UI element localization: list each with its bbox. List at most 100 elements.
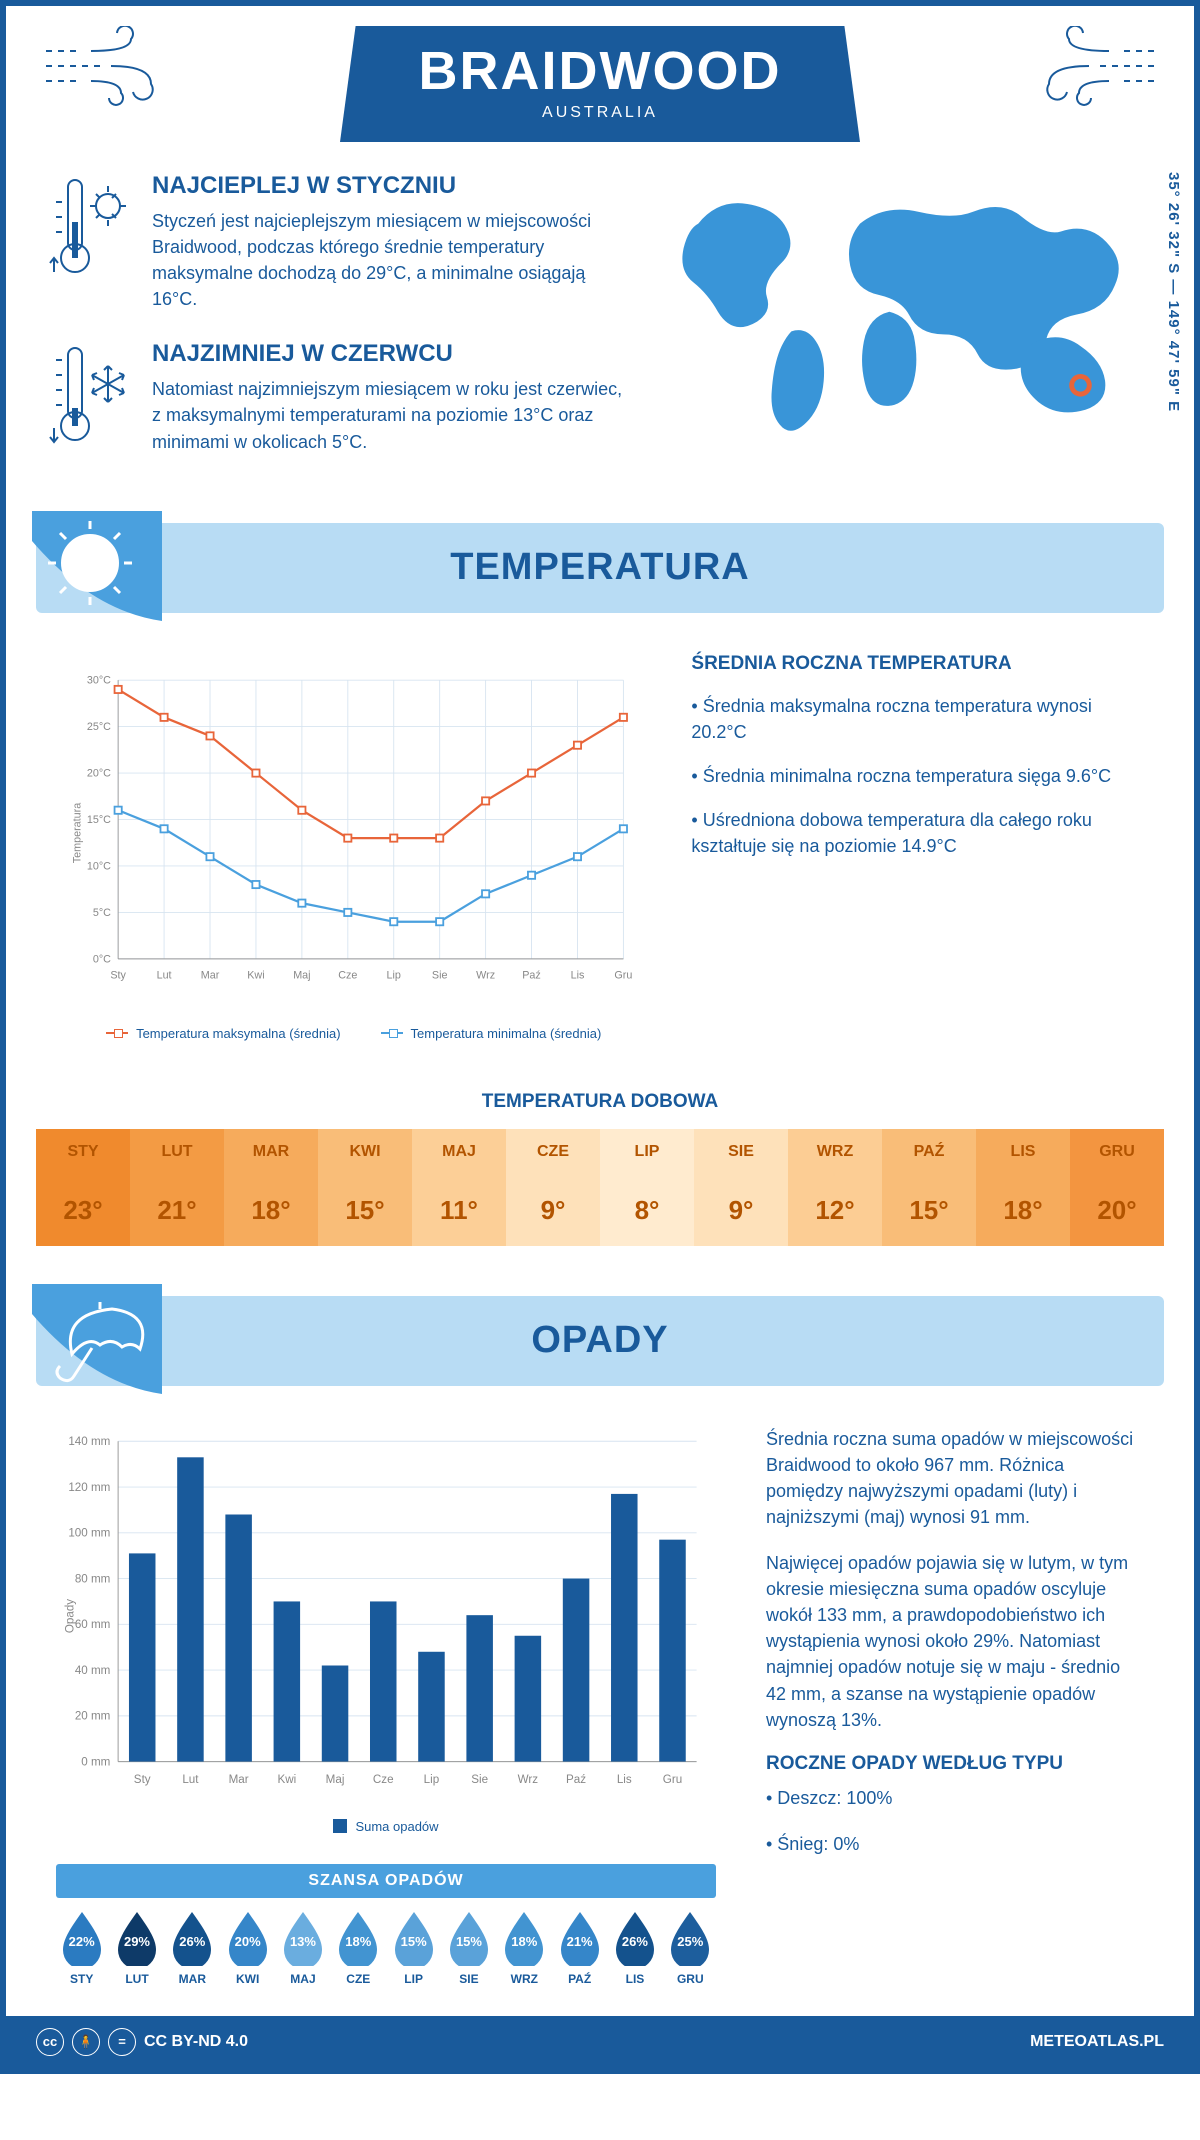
svg-text:0°C: 0°C (93, 953, 111, 965)
svg-text:0 mm: 0 mm (81, 1755, 110, 1768)
svg-text:20 mm: 20 mm (75, 1709, 111, 1722)
nd-icon: = (108, 2028, 136, 2056)
title-banner: BRAIDWOOD AUSTRALIA (340, 26, 860, 142)
svg-text:Gru: Gru (614, 969, 632, 981)
temperature-chart: 0°C5°C10°C15°C20°C25°C30°CStyLutMarKwiMa… (66, 653, 641, 1013)
daily-temp-col: SIE 9° (694, 1129, 788, 1246)
svg-text:Sty: Sty (134, 1773, 151, 1786)
rain-type-rain: • Deszcz: 100% (766, 1785, 1144, 1811)
svg-text:Sie: Sie (432, 969, 448, 981)
svg-text:Mar: Mar (201, 969, 220, 981)
daily-temp-col: MAJ 11° (412, 1129, 506, 1246)
svg-text:Sie: Sie (471, 1773, 488, 1786)
legend-max: Temperatura maksymalna (średnia) (136, 1026, 340, 1041)
by-icon: 🧍 (72, 2028, 100, 2056)
svg-text:Maj: Maj (326, 1773, 345, 1786)
daily-temp-col: GRU 20° (1070, 1129, 1164, 1246)
daily-temp-col: MAR 18° (224, 1129, 318, 1246)
rain-section-title: OPADY (36, 1319, 1164, 1362)
svg-text:10°C: 10°C (87, 860, 111, 872)
world-map (664, 172, 1154, 432)
svg-text:80 mm: 80 mm (75, 1572, 111, 1585)
rain-section-header: OPADY (36, 1296, 1164, 1386)
warmest-fact: NAJCIEPLEJ W STYCZNIU Styczeń jest najci… (46, 172, 634, 312)
daily-temp-col: LIS 18° (976, 1129, 1070, 1246)
svg-text:Paź: Paź (566, 1773, 586, 1786)
svg-text:Cze: Cze (338, 969, 357, 981)
chance-col: 18% CZE (333, 1910, 384, 1986)
svg-text:140 mm: 140 mm (68, 1435, 110, 1448)
license-text: CC BY-ND 4.0 (144, 2033, 248, 2051)
svg-text:Wrz: Wrz (518, 1773, 539, 1786)
sun-icon (32, 511, 162, 621)
coldest-fact: NAJZIMNIEJ W CZERWCU Natomiast najzimnie… (46, 340, 634, 454)
chance-col: 21% PAŹ (554, 1910, 605, 1986)
temp-section-header: TEMPERATURA (36, 523, 1164, 613)
svg-text:Kwi: Kwi (277, 1773, 296, 1786)
wind-icon-left (36, 26, 166, 106)
svg-text:Wrz: Wrz (476, 969, 495, 981)
thermometer-sun-icon (46, 172, 134, 282)
chance-col: 13% MAJ (277, 1910, 328, 1986)
daily-temp-col: PAŹ 15° (882, 1129, 976, 1246)
svg-text:30°C: 30°C (87, 674, 111, 686)
chance-col: 26% MAR (167, 1910, 218, 1986)
svg-text:Mar: Mar (229, 1773, 249, 1786)
daily-temp-table: STY 23°LUT 21°MAR 18°KWI 15°MAJ 11°CZE 9… (36, 1129, 1164, 1246)
svg-text:5°C: 5°C (93, 907, 111, 919)
rain-type-snow: • Śnieg: 0% (766, 1831, 1144, 1857)
temp-info-title: ŚREDNIA ROCZNA TEMPERATURA (691, 653, 1134, 675)
thermometer-snow-icon (46, 340, 134, 450)
warmest-text: Styczeń jest najcieplejszym miesiącem w … (152, 208, 634, 312)
svg-text:Gru: Gru (663, 1773, 682, 1786)
rain-chart: 0 mm 20 mm 40 mm 60 mm 80 mm 100 mm 120 mm 140 … (56, 1426, 716, 1806)
chance-col: 29% LUT (111, 1910, 162, 1986)
chance-col: 26% LIS (609, 1910, 660, 1986)
site-name: METEOATLAS.PL (1030, 2033, 1164, 2051)
svg-text:Lis: Lis (571, 969, 585, 981)
rain-chart-legend: Suma opadów (56, 1819, 716, 1834)
rain-info-p1: Średnia roczna suma opadów w miejscowośc… (766, 1426, 1144, 1530)
svg-text:Paź: Paź (522, 969, 541, 981)
chance-col: 20% KWI (222, 1910, 273, 1986)
rain-legend: Suma opadów (355, 1819, 438, 1834)
daily-temp-col: LUT 21° (130, 1129, 224, 1246)
svg-text:Kwi: Kwi (247, 969, 264, 981)
daily-temp-col: LIP 8° (600, 1129, 694, 1246)
warmest-title: NAJCIEPLEJ W STYCZNIU (152, 172, 634, 200)
chance-title: SZANSA OPADÓW (56, 1864, 716, 1898)
svg-text:120 mm: 120 mm (68, 1481, 110, 1494)
umbrella-icon (32, 1284, 162, 1394)
footer: cc 🧍 = CC BY-ND 4.0 METEOATLAS.PL (6, 2016, 1194, 2068)
header: BRAIDWOOD AUSTRALIA (6, 6, 1194, 152)
intro-section: NAJCIEPLEJ W STYCZNIU Styczeń jest najci… (6, 152, 1194, 513)
svg-text:60 mm: 60 mm (75, 1618, 111, 1631)
svg-text:Cze: Cze (373, 1773, 394, 1786)
svg-text:25°C: 25°C (87, 721, 111, 733)
svg-text:Opady: Opady (63, 1598, 76, 1632)
temp-section-title: TEMPERATURA (36, 546, 1164, 589)
svg-text:Lut: Lut (157, 969, 172, 981)
temp-info-b3: • Uśredniona dobowa temperatura dla całe… (691, 807, 1134, 859)
daily-temp-title: TEMPERATURA DOBOWA (6, 1091, 1194, 1113)
rain-type-title: ROCZNE OPADY WEDŁUG TYPU (766, 1753, 1144, 1775)
temp-info-b2: • Średnia minimalna roczna temperatura s… (691, 763, 1134, 789)
rain-info-p2: Najwięcej opadów pojawia się w lutym, w … (766, 1550, 1144, 1733)
svg-text:Lip: Lip (424, 1773, 440, 1786)
daily-temp-col: KWI 15° (318, 1129, 412, 1246)
svg-text:Lip: Lip (387, 969, 401, 981)
coldest-title: NAJZIMNIEJ W CZERWCU (152, 340, 634, 368)
daily-temp-col: STY 23° (36, 1129, 130, 1246)
temp-info-b1: • Średnia maksymalna roczna temperatura … (691, 693, 1134, 745)
svg-text:15°C: 15°C (87, 814, 111, 826)
svg-text:Lis: Lis (617, 1773, 632, 1786)
chance-col: 15% SIE (443, 1910, 494, 1986)
chance-col: 22% STY (56, 1910, 107, 1986)
svg-text:Temperatura: Temperatura (71, 802, 83, 862)
svg-text:40 mm: 40 mm (75, 1664, 111, 1677)
svg-text:100 mm: 100 mm (68, 1526, 110, 1539)
daily-temp-col: WRZ 12° (788, 1129, 882, 1246)
svg-text:Lut: Lut (182, 1773, 199, 1786)
chance-col: 15% LIP (388, 1910, 439, 1986)
chance-col: 18% WRZ (499, 1910, 550, 1986)
